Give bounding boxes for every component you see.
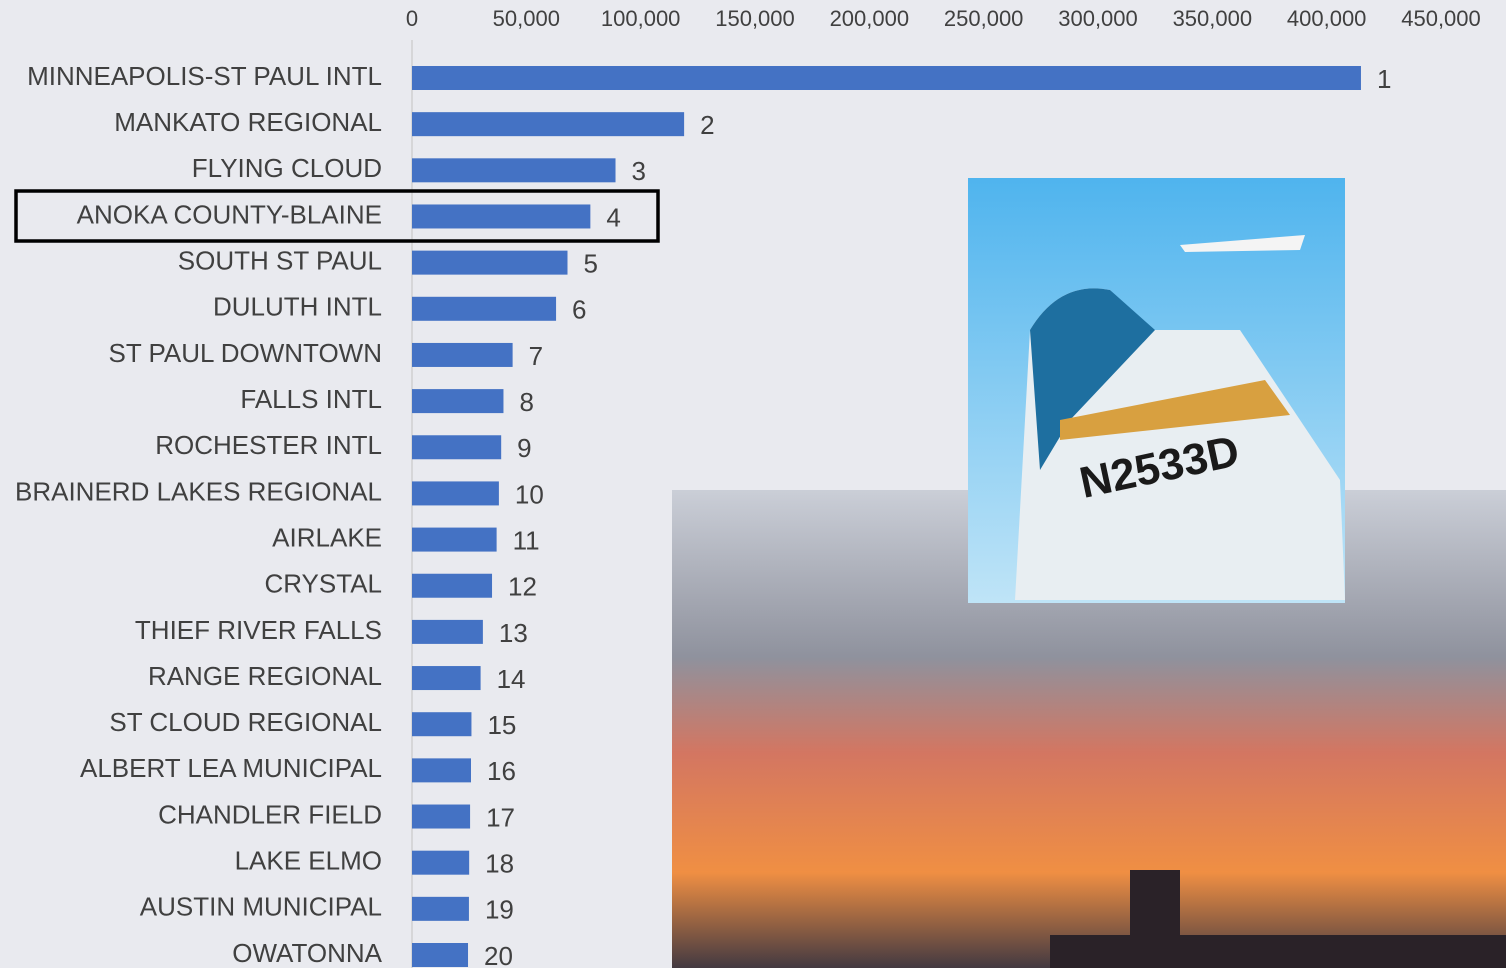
x-tick-label: 50,000 bbox=[493, 6, 560, 31]
bar bbox=[412, 620, 483, 644]
rank-label: 9 bbox=[517, 433, 531, 463]
chart: N2533D 0 50,000 100,000 150,000 200,000 250,0… bbox=[0, 0, 1506, 968]
rank-label: 15 bbox=[487, 710, 516, 740]
bar bbox=[412, 712, 471, 736]
y-tick-label: ROCHESTER INTL bbox=[155, 430, 382, 460]
bar bbox=[412, 251, 567, 275]
y-tick-label: ST PAUL DOWNTOWN bbox=[109, 338, 383, 368]
y-tick-label: AIRLAKE bbox=[272, 522, 382, 552]
rank-label: 1 bbox=[1377, 64, 1391, 94]
x-tick-label: 350,000 bbox=[1173, 6, 1253, 31]
rank-label: 2 bbox=[700, 110, 714, 140]
rank-label: 17 bbox=[486, 802, 515, 832]
rank-label: 11 bbox=[513, 525, 540, 555]
rank-label: 5 bbox=[583, 249, 597, 279]
bar bbox=[412, 805, 470, 829]
bar bbox=[412, 528, 497, 552]
bar bbox=[412, 758, 471, 782]
y-tick-label: OWATONNA bbox=[232, 938, 382, 968]
rank-label: 4 bbox=[606, 202, 620, 232]
rank-label: 6 bbox=[572, 295, 586, 325]
rank-label: 12 bbox=[508, 572, 537, 602]
y-tick-label: AUSTIN MUNICIPAL bbox=[140, 892, 382, 922]
x-tick-label: 300,000 bbox=[1058, 6, 1138, 31]
bar bbox=[412, 297, 556, 321]
bar bbox=[412, 343, 513, 367]
bar bbox=[412, 389, 503, 413]
bar bbox=[412, 158, 616, 182]
y-tick-label: FALLS INTL bbox=[240, 384, 382, 414]
rank-label: 8 bbox=[519, 387, 533, 417]
bar bbox=[412, 851, 469, 875]
rank-label: 3 bbox=[632, 156, 646, 186]
rank-label: 7 bbox=[529, 341, 543, 371]
rank-label: 19 bbox=[485, 895, 514, 925]
y-tick-label: SOUTH ST PAUL bbox=[178, 246, 382, 276]
y-tick-label: CRYSTAL bbox=[264, 569, 382, 599]
x-tick-label: 100,000 bbox=[601, 6, 681, 31]
y-tick-label: FLYING CLOUD bbox=[192, 153, 382, 183]
y-tick-label: RANGE REGIONAL bbox=[148, 661, 382, 691]
y-tick-label: ANOKA COUNTY-BLAINE bbox=[77, 199, 382, 229]
bar bbox=[412, 204, 590, 228]
bar bbox=[412, 666, 481, 690]
x-tick-label: 150,000 bbox=[715, 6, 795, 31]
x-tick-label: 450,000 bbox=[1401, 6, 1481, 31]
y-tick-label: DULUTH INTL bbox=[213, 292, 382, 322]
y-tick-label: LAKE ELMO bbox=[235, 846, 382, 876]
x-tick-label: 400,000 bbox=[1287, 6, 1367, 31]
y-tick-label: CHANDLER FIELD bbox=[158, 799, 382, 829]
rank-label: 13 bbox=[499, 618, 528, 648]
x-tick-label: 0 bbox=[406, 6, 418, 31]
x-tick-label: 250,000 bbox=[944, 6, 1024, 31]
bar bbox=[412, 66, 1361, 90]
photo-plane-tail: N2533D bbox=[968, 178, 1345, 603]
rank-label: 20 bbox=[484, 941, 513, 968]
rank-label: 18 bbox=[485, 849, 514, 879]
y-tick-label: BRAINERD LAKES REGIONAL bbox=[15, 476, 382, 506]
rank-label: 16 bbox=[487, 756, 516, 786]
y-tick-label: THIEF RIVER FALLS bbox=[135, 615, 382, 645]
x-tick-label: 200,000 bbox=[830, 6, 910, 31]
bar bbox=[412, 897, 469, 921]
bar bbox=[412, 574, 492, 598]
rank-label: 14 bbox=[497, 664, 526, 694]
y-tick-label: ST CLOUD REGIONAL bbox=[109, 707, 382, 737]
y-tick-label: MANKATO REGIONAL bbox=[114, 107, 382, 137]
bar bbox=[412, 112, 684, 136]
rank-label: 10 bbox=[515, 479, 544, 509]
y-tick-label: ALBERT LEA MUNICIPAL bbox=[80, 753, 382, 783]
y-tick-label: MINNEAPOLIS-ST PAUL INTL bbox=[27, 61, 382, 91]
bar bbox=[412, 435, 501, 459]
bar bbox=[412, 943, 468, 967]
bar bbox=[412, 481, 499, 505]
